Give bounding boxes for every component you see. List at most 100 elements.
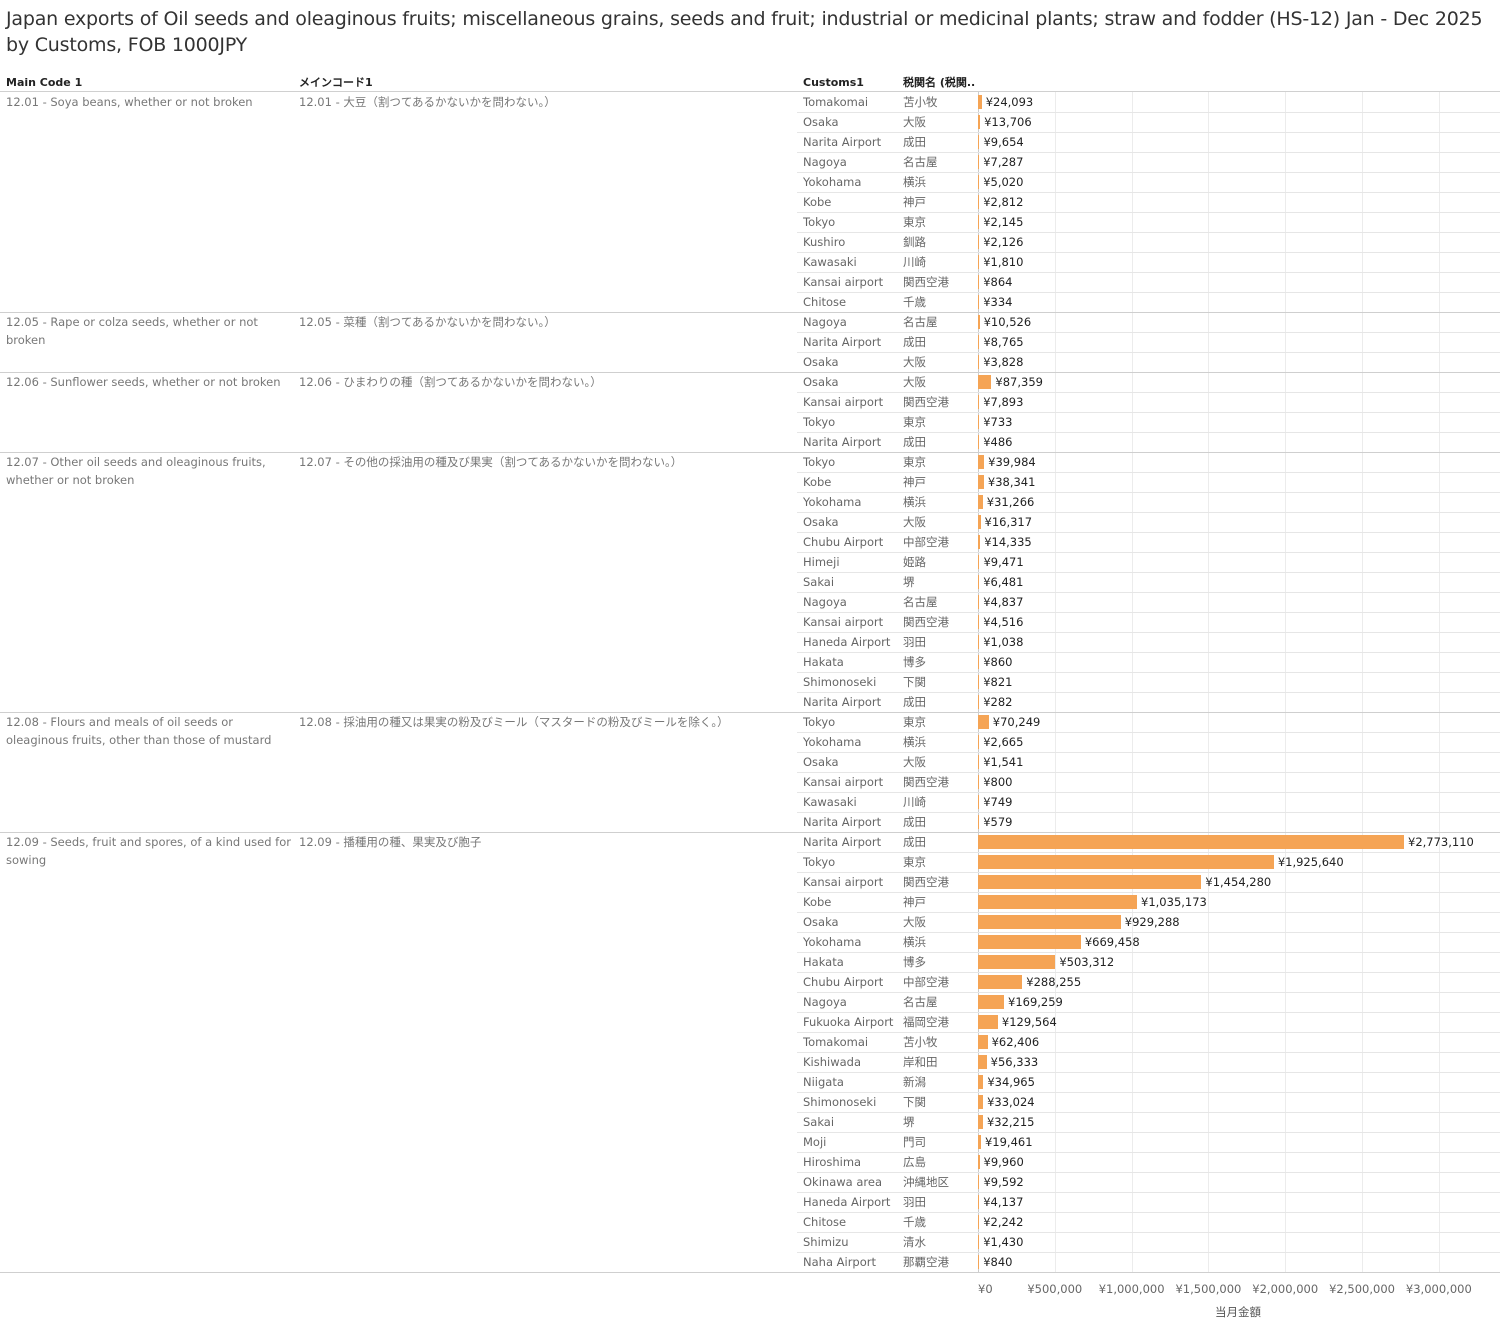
customs-label[interactable]: Kobe bbox=[803, 895, 832, 909]
customs-jp-label[interactable]: 関西空港 bbox=[903, 395, 949, 409]
bar-kansai-airport[interactable] bbox=[978, 875, 1202, 889]
customs-label[interactable]: Osaka bbox=[803, 115, 839, 129]
customs-label[interactable]: Nagoya bbox=[803, 315, 847, 329]
bar-kishiwada[interactable] bbox=[978, 1055, 987, 1069]
bar-chitose[interactable] bbox=[978, 295, 980, 309]
header-main-code-jp[interactable]: メインコード1 bbox=[299, 76, 373, 89]
customs-label[interactable]: Chitose bbox=[803, 1215, 847, 1229]
customs-label[interactable]: Yokohama bbox=[803, 935, 862, 949]
header-customs-jp[interactable]: 税関名 (税関.. bbox=[903, 76, 976, 89]
customs-label[interactable]: Sakai bbox=[803, 1115, 835, 1129]
customs-jp-label[interactable]: 名古屋 bbox=[903, 155, 938, 169]
bar-osaka[interactable] bbox=[978, 915, 1121, 929]
customs-label[interactable]: Tokyo bbox=[803, 455, 836, 469]
customs-jp-label[interactable]: 那覇空港 bbox=[903, 1255, 949, 1269]
customs-jp-label[interactable]: 博多 bbox=[903, 655, 926, 669]
bar-kawasaki[interactable] bbox=[978, 795, 980, 809]
customs-label[interactable]: Chubu Airport bbox=[803, 535, 884, 549]
customs-label[interactable]: Shimizu bbox=[803, 1235, 849, 1249]
bar-yokohama[interactable] bbox=[978, 495, 983, 509]
customs-label[interactable]: Narita Airport bbox=[803, 695, 882, 709]
customs-jp-label[interactable]: 東京 bbox=[903, 455, 926, 469]
bar-osaka[interactable] bbox=[978, 755, 980, 769]
customs-label[interactable]: Shimonoseki bbox=[803, 675, 877, 689]
customs-jp-label[interactable]: 福岡空港 bbox=[903, 1015, 949, 1029]
customs-label[interactable]: Narita Airport bbox=[803, 815, 882, 829]
bar-narita-airport[interactable] bbox=[978, 435, 980, 449]
customs-label[interactable]: Osaka bbox=[803, 755, 839, 769]
customs-label[interactable]: Kansai airport bbox=[803, 395, 884, 409]
customs-label[interactable]: Kansai airport bbox=[803, 875, 884, 889]
bar-osaka[interactable] bbox=[978, 375, 992, 389]
customs-jp-label[interactable]: 下関 bbox=[903, 1095, 926, 1109]
customs-jp-label[interactable]: 大阪 bbox=[903, 915, 926, 929]
customs-label[interactable]: Narita Airport bbox=[803, 335, 882, 349]
group-code-label[interactable]: 12.01 - Soya beans, whether or not broke… bbox=[6, 95, 253, 109]
customs-jp-label[interactable]: 千歳 bbox=[903, 1215, 926, 1229]
group-code-label[interactable]: 12.07 - Other oil seeds and oleaginous f… bbox=[6, 455, 266, 487]
customs-jp-label[interactable]: 成田 bbox=[903, 435, 926, 449]
bar-fukuoka-airport[interactable] bbox=[978, 1015, 998, 1029]
bar-kushiro[interactable] bbox=[978, 235, 980, 249]
customs-jp-label[interactable]: 堺 bbox=[903, 575, 915, 589]
customs-label[interactable]: Tomakomai bbox=[803, 95, 869, 109]
group-code-label[interactable]: 12.06 - Sunflower seeds, whether or not … bbox=[6, 375, 281, 389]
customs-label[interactable]: Yokohama bbox=[803, 175, 862, 189]
bar-haneda-airport[interactable] bbox=[978, 635, 980, 649]
customs-jp-label[interactable]: 東京 bbox=[903, 855, 926, 869]
customs-jp-label[interactable]: 関西空港 bbox=[903, 615, 949, 629]
customs-label[interactable]: Chitose bbox=[803, 295, 847, 309]
bar-narita-airport[interactable] bbox=[978, 815, 980, 829]
bar-kobe[interactable] bbox=[978, 475, 984, 489]
customs-jp-label[interactable]: 関西空港 bbox=[903, 275, 949, 289]
customs-label[interactable]: Nagoya bbox=[803, 595, 847, 609]
customs-jp-label[interactable]: 横浜 bbox=[903, 175, 926, 189]
customs-label[interactable]: Tokyo bbox=[803, 415, 836, 429]
customs-label[interactable]: Shimonoseki bbox=[803, 1095, 877, 1109]
group-code-jp-label[interactable]: 12.05 - 菜種（割つてあるかないかを問わない。） bbox=[299, 315, 556, 329]
customs-jp-label[interactable]: 東京 bbox=[903, 215, 926, 229]
customs-jp-label[interactable]: 広島 bbox=[903, 1155, 926, 1169]
bar-chubu-airport[interactable] bbox=[978, 975, 1023, 989]
customs-jp-label[interactable]: 成田 bbox=[903, 135, 926, 149]
customs-label[interactable]: Osaka bbox=[803, 355, 839, 369]
bar-okinawa-area[interactable] bbox=[978, 1175, 980, 1189]
customs-jp-label[interactable]: 大阪 bbox=[903, 115, 926, 129]
bar-tokyo[interactable] bbox=[978, 455, 985, 469]
bar-kansai-airport[interactable] bbox=[978, 395, 980, 409]
bar-tokyo[interactable] bbox=[978, 715, 989, 729]
customs-label[interactable]: Naha Airport bbox=[803, 1255, 877, 1269]
bar-kawasaki[interactable] bbox=[978, 255, 980, 269]
customs-jp-label[interactable]: 東京 bbox=[903, 715, 926, 729]
customs-label[interactable]: Narita Airport bbox=[803, 435, 882, 449]
bar-shimizu[interactable] bbox=[978, 1235, 980, 1249]
customs-jp-label[interactable]: 堺 bbox=[903, 1115, 915, 1129]
customs-label[interactable]: Yokohama bbox=[803, 495, 862, 509]
customs-jp-label[interactable]: 横浜 bbox=[903, 495, 926, 509]
customs-label[interactable]: Kishiwada bbox=[803, 1055, 862, 1069]
customs-jp-label[interactable]: 姫路 bbox=[903, 555, 926, 569]
customs-jp-label[interactable]: 中部空港 bbox=[903, 975, 949, 989]
customs-jp-label[interactable]: 沖縄地区 bbox=[903, 1175, 949, 1189]
customs-label[interactable]: Tokyo bbox=[803, 855, 836, 869]
customs-label[interactable]: Tomakomai bbox=[803, 1035, 869, 1049]
bar-nagoya[interactable] bbox=[978, 995, 1004, 1009]
customs-jp-label[interactable]: 神戸 bbox=[903, 895, 926, 909]
customs-jp-label[interactable]: 川崎 bbox=[903, 795, 926, 809]
header-main-code[interactable]: Main Code 1 bbox=[6, 76, 83, 89]
customs-label[interactable]: Chubu Airport bbox=[803, 975, 884, 989]
bar-moji[interactable] bbox=[978, 1135, 981, 1149]
customs-jp-label[interactable]: 博多 bbox=[903, 955, 926, 969]
customs-label[interactable]: Sakai bbox=[803, 575, 835, 589]
customs-label[interactable]: Kansai airport bbox=[803, 275, 884, 289]
bar-niigata[interactable] bbox=[978, 1075, 984, 1089]
customs-jp-label[interactable]: 下関 bbox=[903, 675, 926, 689]
customs-label[interactable]: Yokohama bbox=[803, 735, 862, 749]
customs-label[interactable]: Kawasaki bbox=[803, 795, 857, 809]
bar-yokohama[interactable] bbox=[978, 935, 1081, 949]
customs-jp-label[interactable]: 釧路 bbox=[903, 235, 926, 249]
customs-jp-label[interactable]: 苫小牧 bbox=[903, 95, 938, 109]
bar-shimonoseki[interactable] bbox=[978, 675, 980, 689]
customs-jp-label[interactable]: 大阪 bbox=[903, 515, 926, 529]
group-code-jp-label[interactable]: 12.06 - ひまわりの種（割つてあるかないかを問わない。） bbox=[299, 375, 602, 389]
